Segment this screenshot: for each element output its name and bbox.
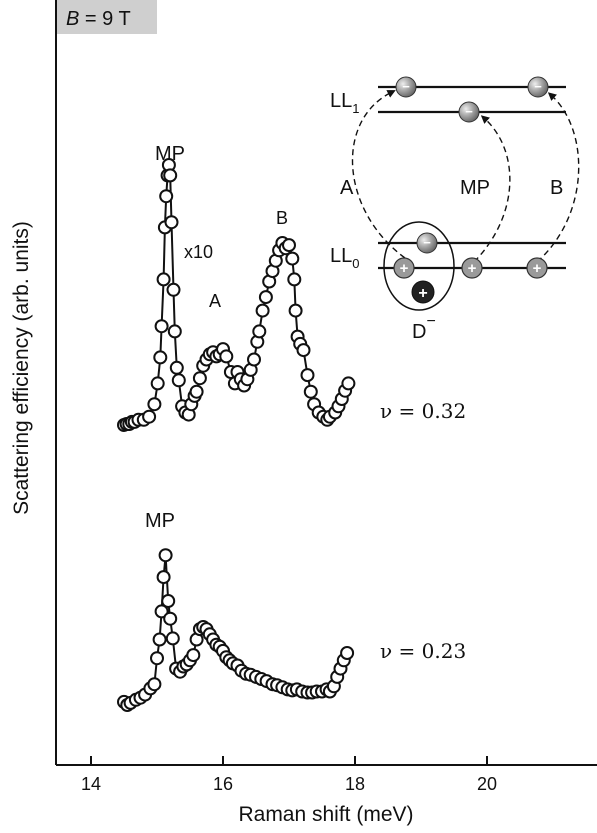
data-point (189, 384, 204, 399)
peak-label-mp-lower: MP (145, 510, 175, 532)
data-point (154, 319, 169, 334)
donor-ion: + (411, 280, 435, 304)
data-point (150, 651, 164, 666)
transition-a-arrow (351, 90, 406, 259)
x-axis-ticks (90, 756, 488, 765)
x-tick-label-20: 20 (477, 774, 497, 794)
ll1-label: LL1 (330, 90, 359, 116)
data-point (158, 548, 173, 563)
peak-label-b: B (276, 208, 288, 228)
svg-text:−: − (465, 104, 473, 119)
field-value: = 9 T (79, 8, 130, 30)
transition-b-arrow (536, 92, 580, 263)
svg-text:+: + (400, 260, 409, 277)
x-tick-label-14: 14 (81, 774, 101, 794)
filling-label-0.32: ν = 0.32 (380, 399, 466, 423)
hole-ll0-right: + (526, 257, 548, 279)
d-minus-ellipse (383, 221, 455, 311)
svg-text:+: + (468, 260, 477, 277)
d-minus-label: D− (412, 313, 436, 343)
data-point (164, 215, 179, 230)
svg-text:−: − (534, 79, 542, 94)
peak-label-mp-upper: MP (155, 143, 185, 165)
data-point (163, 168, 178, 183)
transition-a-label: A (340, 177, 354, 199)
data-point (287, 272, 302, 287)
transition-mp-label: MP (460, 177, 490, 199)
data-point (153, 350, 168, 365)
svg-text:−: − (423, 235, 431, 250)
data-point (255, 303, 270, 318)
field-label: B = 9 T (66, 8, 131, 30)
data-point (167, 324, 182, 339)
data-point (303, 384, 318, 399)
electron-ll1-middle: − (458, 101, 480, 123)
inset-diagram: LL1 LL0 A MP B D− − − − − + (330, 76, 580, 343)
spectrum-nu-0.23 (117, 548, 355, 712)
ll0-label: LL0 (330, 245, 359, 271)
x-axis-title: Raman shift (meV) (238, 803, 413, 826)
field-symbol: B (66, 8, 79, 30)
field-label-box (57, 0, 157, 34)
data-point (300, 368, 315, 383)
data-point (147, 677, 162, 692)
data-point (171, 373, 186, 388)
svg-text:+: + (418, 285, 427, 302)
data-point (163, 611, 178, 626)
electron-ll0: − (416, 232, 438, 254)
data-point (166, 282, 181, 297)
data-point (296, 343, 311, 358)
transition-mp-arrow (473, 115, 511, 263)
transition-b-label: B (550, 177, 563, 199)
x-tick-label-16: 16 (213, 774, 233, 794)
data-point (285, 251, 300, 266)
electron-ll1-left: − (395, 76, 417, 98)
data-point (192, 371, 207, 386)
data-point (341, 376, 356, 391)
data-point (186, 648, 201, 663)
peak-label-a: A (209, 291, 221, 311)
data-point (152, 632, 167, 647)
data-point (156, 272, 171, 287)
x-axis-tick-labels: 14 16 18 20 (81, 774, 497, 794)
data-point (282, 238, 296, 253)
hole-ll0-middle: + (461, 257, 483, 279)
data-point (288, 303, 303, 318)
data-point (258, 290, 273, 305)
data-point (161, 594, 176, 608)
data-point (154, 604, 169, 619)
data-point (247, 352, 261, 367)
data-point (169, 360, 184, 375)
x-tick-label-18: 18 (345, 774, 365, 794)
svg-text:−: − (402, 79, 410, 94)
data-point (252, 324, 267, 339)
scale-factor-label: x10 (184, 242, 213, 262)
data-point (150, 376, 165, 391)
data-point (156, 570, 171, 585)
y-axis-title: Scattering efficiency (arb. units) (10, 221, 33, 515)
data-point (159, 189, 174, 204)
electron-ll1-right: − (527, 76, 549, 98)
filling-label-0.23: ν = 0.23 (380, 639, 466, 663)
data-point (340, 646, 355, 660)
data-point (142, 409, 157, 424)
spectrum-nu-0.32 (117, 158, 356, 432)
data-point (219, 349, 234, 364)
data-point (165, 631, 180, 646)
svg-text:+: + (533, 260, 542, 277)
data-point (147, 397, 162, 412)
hole-ll0-left: + (393, 257, 415, 279)
